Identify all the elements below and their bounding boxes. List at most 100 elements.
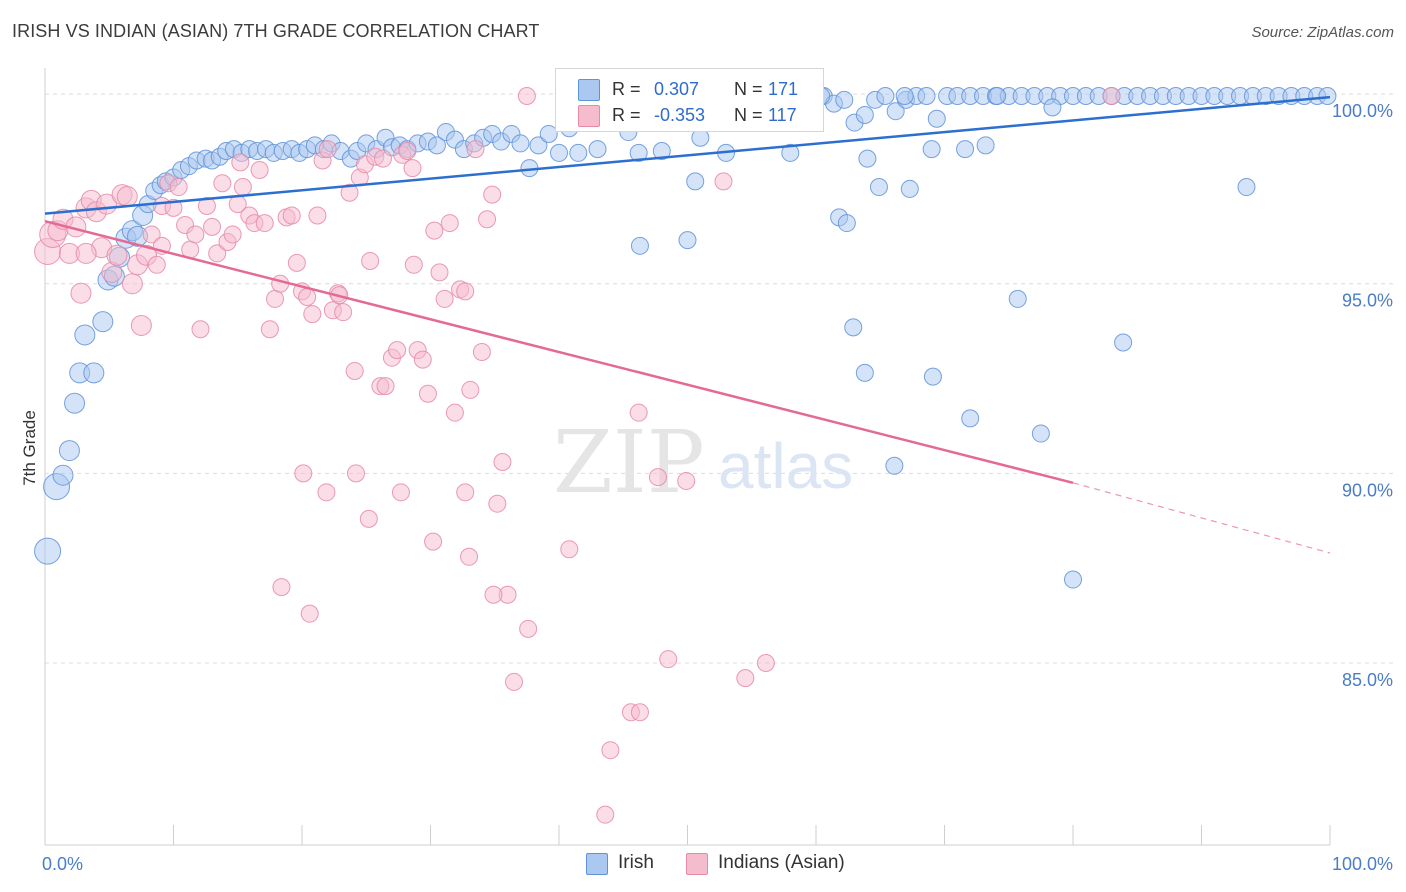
y-tick-label: 85.0% [1342,670,1393,690]
irish-point [886,102,905,121]
irish-point [1114,333,1133,352]
indian-point [164,198,183,217]
indian-point [197,197,216,216]
legend-r-label: R = [612,105,641,125]
indian-point [714,172,733,191]
irish-point [844,318,863,337]
indian-point [294,464,313,483]
irish-point [923,367,942,386]
indian-point [430,263,449,282]
legend-r-value: 0.307 [654,79,700,99]
watermark-atlas: atlas [718,430,853,502]
irish-point [988,87,1007,106]
indian-point [266,289,285,308]
indian-point [376,377,395,396]
legend-swatch-indian [578,105,600,127]
indian-point [334,303,353,322]
indian-point [413,350,432,369]
indian-point [298,288,317,307]
indian-point [484,585,503,604]
indian-point [391,483,410,502]
indian-point [560,540,579,559]
indian-point [147,255,166,274]
irish-point [976,136,995,155]
watermark: ZIP atlas [553,413,853,513]
irish-point [630,236,649,255]
legend-row-indian: R = -0.353 N = 117 [556,103,823,129]
irish-point [876,87,895,106]
irish-point [569,143,588,162]
indian-point [659,650,678,669]
y-axis-label: 7th Grade [20,410,39,486]
indian-point [472,343,491,362]
irish-point [1318,87,1337,106]
indian-point [505,672,524,691]
indian-point [340,183,359,202]
irish-point [550,143,568,162]
x-tick-label: 100.0% [1332,854,1393,874]
bottom-legend-label-irish: Irish [618,852,654,873]
watermark-zip: ZIP [553,413,705,513]
irish-point [629,143,648,162]
indian-point [345,361,364,380]
indian-point [260,320,279,339]
indian-point [519,619,538,638]
indian-point [424,532,443,551]
irish-point [1064,570,1082,589]
indian-point [186,225,205,244]
legend-r-value: -0.353 [654,105,706,125]
indian-point [456,483,475,502]
indian-point [208,244,227,263]
indian-point [440,214,459,233]
indian-point [445,403,464,422]
correlation-legend: R = 0.307 N = 171 R = -0.353 N = 117 [555,68,824,132]
indian-point [435,289,454,308]
indian-point [461,380,480,399]
indian-point [756,653,775,672]
bottom-legend-swatch-indian [686,853,708,875]
bottom-legend-label-indian: Indians (Asian) [718,852,845,873]
indian-point [418,384,437,403]
indian-point [361,251,380,270]
indian-point [404,255,423,274]
irish-point [1237,178,1256,197]
indian-point [456,282,475,301]
irish-point [92,311,114,333]
y-tick-labels: 100.0% 95.0% 90.0% 85.0% [1332,101,1393,690]
indian-point [478,210,497,229]
trend-line-irish [44,95,1331,215]
indian-point [287,253,306,272]
irish-point [678,231,697,250]
indian-point [318,140,337,159]
trend-lines [44,95,1331,554]
indian-point [300,604,319,623]
indian-point [630,703,649,722]
indian-point [70,282,92,304]
indian-point [359,509,378,528]
irish-point [895,87,914,106]
irish-point [956,140,975,159]
indian-point [346,464,365,483]
source-label: Source: ZipAtlas.com [1251,24,1394,41]
indian-point [317,483,336,502]
x-tick-labels: 0.0% 100.0% [42,854,1393,874]
irish-point [58,440,80,462]
legend-n-label: N = [734,79,763,99]
indian-point [466,140,485,159]
indian-point [648,468,667,487]
legend-row-irish: R = 0.307 N = 171 [556,77,823,103]
legend-r-label: R = [612,79,641,99]
irish-point [427,136,446,155]
indian-point [106,244,128,266]
irish-point [855,105,874,124]
irish-point [961,409,980,428]
indian-point [736,669,755,688]
indian-point [677,471,696,490]
x-tick-label: 0.0% [42,854,83,874]
irish-point [588,140,607,159]
indian-point [203,217,222,236]
trend-line-indian-extension [1072,482,1331,554]
indian-point [1102,87,1121,106]
irish-point [885,456,904,475]
indian-point [223,225,242,244]
